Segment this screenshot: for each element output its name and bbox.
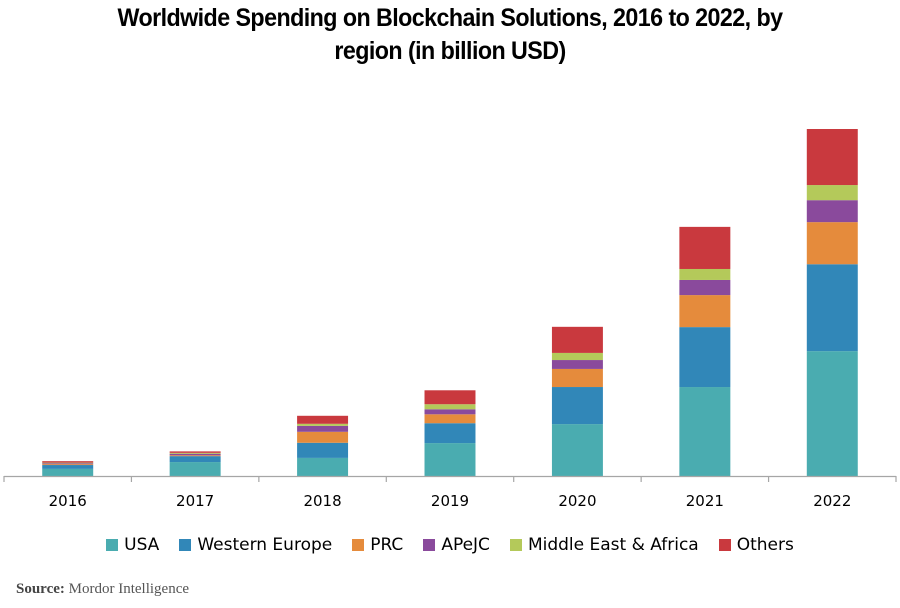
bar-segment-2019-prc — [424, 414, 476, 424]
bar-segment-2016-prc — [42, 464, 94, 466]
bar-segment-2020-western-europe — [551, 387, 603, 425]
bar-stack-2018 — [297, 415, 349, 476]
x-tick-label-2020: 2020 — [558, 492, 596, 510]
bar-segment-2020-others — [551, 326, 603, 353]
bar-segment-2016-apejc — [42, 463, 94, 465]
bar-segment-2019-usa — [424, 443, 476, 476]
legend-label: APeJC — [441, 535, 490, 555]
legend-swatch — [179, 539, 192, 551]
bar-segment-2021-prc — [679, 295, 731, 328]
legend-label: USA — [124, 535, 160, 555]
x-tick-label-2016: 2016 — [49, 492, 87, 510]
bar-segment-2017-apejc — [169, 453, 221, 456]
bar-segment-2016-others — [42, 461, 94, 463]
bar-segment-2021-middle-east-africa — [679, 268, 731, 280]
legend-swatch — [352, 539, 365, 551]
source-note: Source: Mordor Intelligence — [16, 581, 189, 598]
legend-item-western-europe: Western Europe — [179, 535, 332, 555]
bar-segment-2017-usa — [169, 462, 221, 476]
bar-segment-2022-others — [806, 129, 858, 186]
bar-stack-2019 — [424, 390, 476, 476]
legend-swatch — [423, 539, 436, 551]
bar-segment-2021-apejc — [679, 279, 731, 296]
chart-title-line-2: region (in billion USD) — [334, 37, 566, 65]
bar-segment-2020-middle-east-africa — [551, 352, 603, 361]
bar-segment-2020-prc — [551, 368, 603, 388]
x-tick-label-2017: 2017 — [176, 492, 214, 510]
bar-stack-2022 — [806, 129, 858, 476]
bar-segment-2018-usa — [297, 457, 349, 476]
bar-segment-2017-western-europe — [169, 456, 221, 463]
x-tick-label-2021: 2021 — [686, 492, 724, 510]
bar-stack-2016 — [42, 461, 94, 476]
bar-segment-2020-usa — [551, 424, 603, 476]
bar-stack-2020 — [551, 326, 603, 476]
bar-segment-2018-others — [297, 415, 349, 424]
bar-stack-2021 — [679, 226, 731, 476]
legend-item-others: Others — [718, 535, 794, 555]
bar-segment-2022-usa — [806, 351, 858, 476]
legend-label: Middle East & Africa — [527, 535, 699, 555]
legend-item-usa: USA — [106, 535, 159, 555]
bar-segment-2017-others — [169, 451, 221, 453]
bar-segment-2022-apejc — [806, 200, 858, 223]
bar-segment-2017-prc — [169, 455, 221, 457]
legend-item-prc: PRC — [352, 535, 403, 555]
legend-label: Western Europe — [197, 535, 333, 555]
bar-segment-2018-western-europe — [297, 442, 349, 458]
bar-segment-2016-western-europe — [42, 465, 94, 469]
legend-item-middle-east-africa: Middle East & Africa — [509, 535, 699, 555]
bar-segment-2022-middle-east-africa — [806, 185, 858, 201]
bar-segment-2017-middle-east-africa — [169, 452, 221, 454]
bar-segment-2016-usa — [42, 468, 94, 476]
legend-swatch — [718, 539, 731, 551]
bar-segment-2020-apejc — [551, 360, 603, 369]
bar-segment-2019-western-europe — [424, 423, 476, 444]
legend-label: PRC — [370, 535, 404, 555]
chart-title: Worldwide Spending on Blockchain Solutio… — [32, 2, 869, 68]
bar-segment-2022-western-europe — [806, 264, 858, 352]
bar-segment-2016-middle-east-africa — [42, 462, 94, 464]
bar-segment-2021-western-europe — [679, 327, 731, 388]
bar-segment-2021-others — [679, 226, 731, 269]
legend: USA Western Europe PRC APeJC Middle East & A… — [0, 532, 900, 558]
x-tick-label-2022: 2022 — [813, 492, 851, 510]
legend-swatch — [106, 539, 119, 551]
bar-segment-2021-usa — [679, 387, 731, 476]
chart-title-line-1: Worldwide Spending on Blockchain Solutio… — [117, 4, 783, 32]
bar-segment-2022-prc — [806, 222, 858, 265]
bar-segment-2019-apejc — [424, 409, 476, 415]
legend-label: Others — [736, 535, 794, 555]
bar-segment-2019-middle-east-africa — [424, 404, 476, 410]
x-tick-label-2019: 2019 — [431, 492, 469, 510]
bar-segment-2018-prc — [297, 431, 349, 443]
bar-segment-2019-others — [424, 390, 476, 405]
x-tick-label-2018: 2018 — [303, 492, 341, 510]
source-label: Source: — [16, 581, 65, 597]
legend-item-apejc: APeJC — [423, 535, 490, 555]
source-value: Mordor Intelligence — [68, 581, 190, 597]
bar-segment-2018-apejc — [297, 425, 349, 432]
bar-segment-2018-middle-east-africa — [297, 423, 349, 426]
x-axis-tick-labels: 2016 2017 2018 2019 2020 2021 2022 — [49, 492, 852, 510]
bars-group — [42, 129, 858, 476]
legend-swatch — [509, 539, 522, 551]
x-axis-ticks — [3, 476, 897, 482]
bar-stack-2017 — [169, 451, 221, 476]
